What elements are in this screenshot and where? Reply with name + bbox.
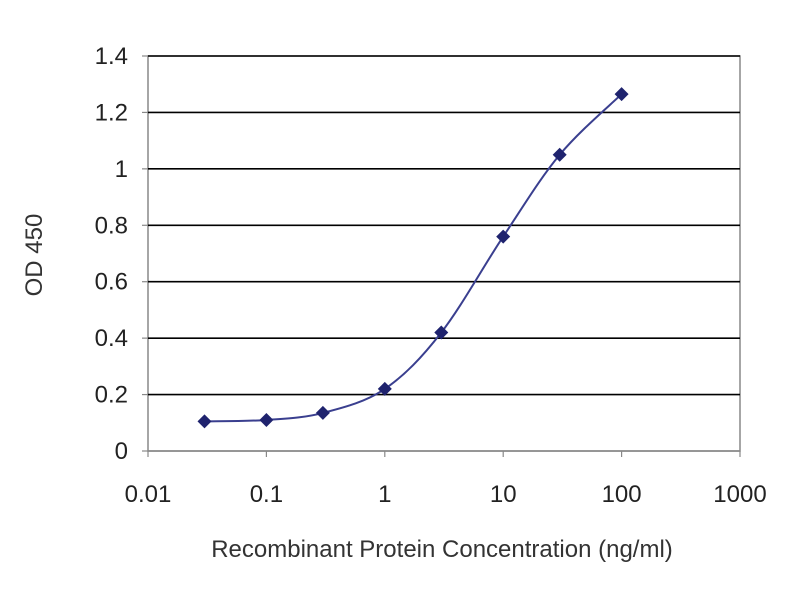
x-axis-ticks: 0.01 0.1 1 10 100 1000 xyxy=(125,451,767,508)
data-point xyxy=(315,405,330,420)
y-axis-title: OD 450 xyxy=(21,214,48,297)
x-axis-title: Recombinant Protein Concentration (ng/ml… xyxy=(211,536,673,563)
y-tick-label: 1 xyxy=(115,156,128,183)
y-tick-label: 1.4 xyxy=(95,43,128,70)
x-tick-label: 1000 xyxy=(713,481,766,508)
x-tick-label: 0.01 xyxy=(125,481,172,508)
data-point xyxy=(434,325,449,340)
series-group xyxy=(197,87,629,429)
y-tick-label: 1.2 xyxy=(95,99,128,126)
y-tick-label: 0 xyxy=(115,438,128,465)
gridlines xyxy=(148,55,740,452)
plot-area xyxy=(147,55,741,452)
data-point xyxy=(496,229,511,244)
y-tick-label: 0.2 xyxy=(95,382,128,409)
data-point xyxy=(197,414,212,429)
plot-frame xyxy=(147,55,741,452)
x-tick-label: 100 xyxy=(602,481,642,508)
y-axis-ticks: 0 0.2 0.4 0.6 0.8 1 1.2 1.4 xyxy=(95,43,148,465)
data-point xyxy=(259,412,274,427)
y-tick-label: 0.4 xyxy=(95,325,128,352)
x-tick-label: 10 xyxy=(490,481,517,508)
data-point xyxy=(552,147,567,162)
x-tick-label: 1 xyxy=(378,481,391,508)
x-tick-label: 0.1 xyxy=(250,481,283,508)
data-point xyxy=(377,381,392,396)
data-point xyxy=(614,87,629,102)
y-tick-label: 0.6 xyxy=(95,269,128,296)
y-tick-label: 0.8 xyxy=(95,212,128,239)
